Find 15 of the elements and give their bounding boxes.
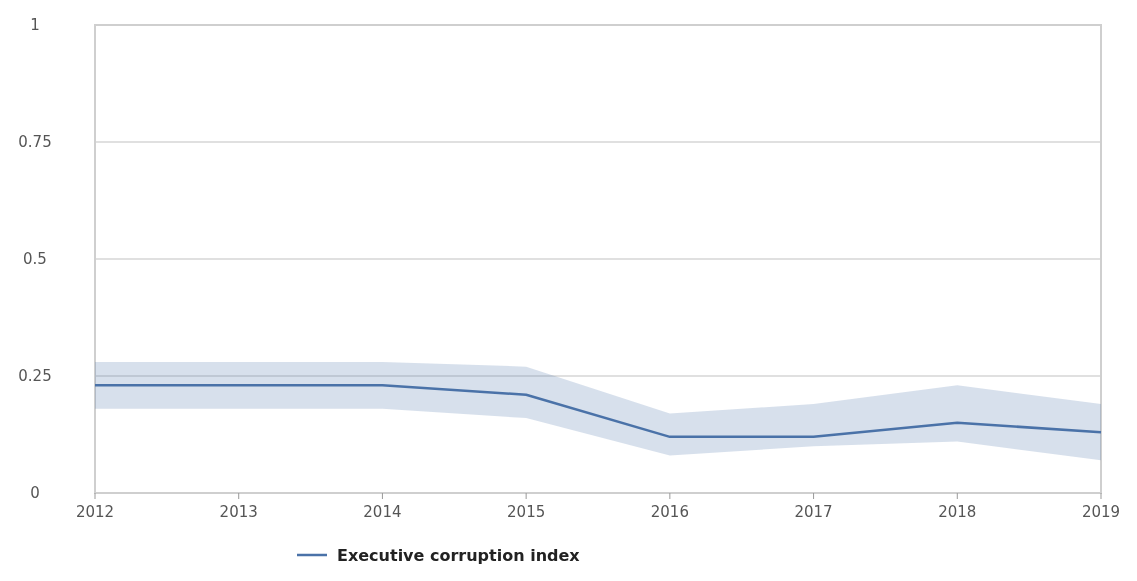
y-tick-label: 0.25 [18,367,52,386]
legend-label: Executive corruption index [337,545,581,565]
y-tick-label: 0.75 [18,133,52,152]
y-tick-label: 1 [30,16,40,35]
x-tick-label: 2017 [794,503,833,521]
x-tick-label: 2014 [363,503,402,521]
x-tick-label: 2013 [219,503,258,521]
y-tick-label: 0 [30,484,40,503]
x-tick-label: 2012 [75,503,115,521]
x-tick-label: 2016 [650,503,689,521]
line-series [93,384,1103,439]
x-tick-label: 2019 [1081,503,1121,521]
x-tick-label: 2018 [938,503,977,521]
x-tick-label: 2015 [507,503,546,521]
y-tick-label: 0.5 [23,250,47,269]
